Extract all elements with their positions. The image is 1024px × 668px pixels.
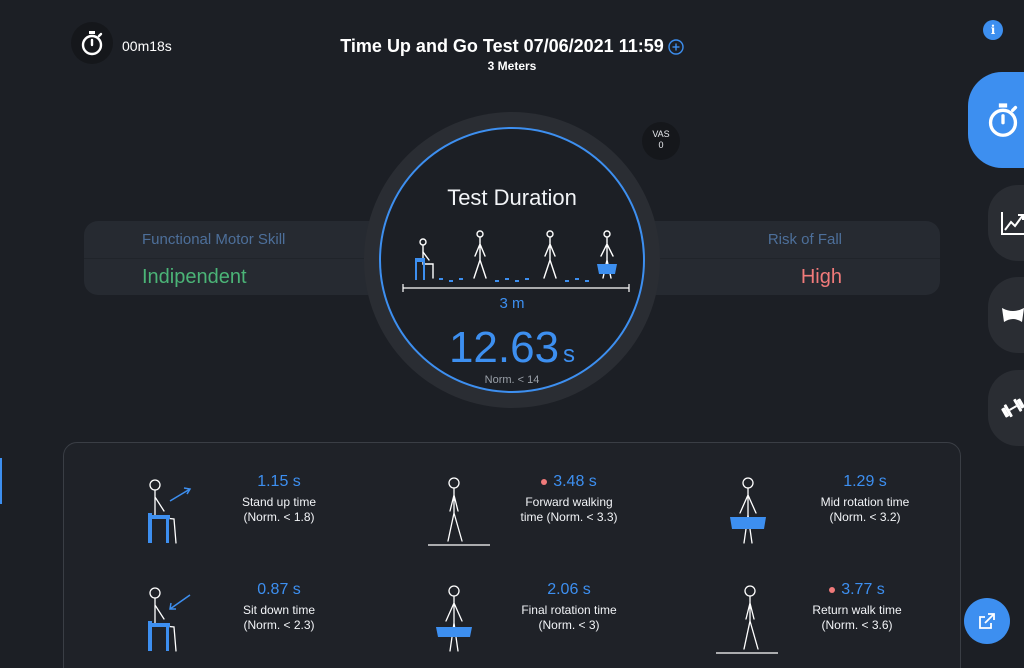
metric-norm: (Norm. < 2.3)	[243, 618, 315, 632]
stopwatch-icon	[81, 31, 103, 56]
metric-forward-walking: 3.48 s Forward walking time (Norm. < 3.3)	[428, 473, 698, 553]
metric-final-rotation: 2.06 s Final rotation time (Norm. < 3)	[428, 581, 698, 661]
metric-value-text: 2.06 s	[547, 581, 591, 598]
vas-value: 0	[658, 140, 664, 150]
metric-norm: (Norm. < 3.2)	[829, 510, 901, 524]
metric-text: 0.87 s Sit down time (Norm. < 2.3)	[224, 581, 334, 633]
metric-name: Return walk time	[812, 603, 902, 617]
vas-label: VAS	[652, 129, 670, 139]
elapsed-time: 00m18s	[122, 38, 172, 54]
rail-tab-chart[interactable]	[988, 185, 1024, 261]
walking-sequence-icon	[402, 230, 630, 292]
metric-sit-down: 0.87 s Sit down time (Norm. < 2.3)	[138, 581, 408, 661]
sit-down-icon	[148, 587, 191, 652]
metric-value-text: 3.48 s	[553, 473, 597, 490]
metric-label: Return walk time (Norm. < 3.6)	[802, 603, 912, 633]
chart-icon	[1001, 212, 1024, 235]
metric-mid-rotation: 1.29 s Mid rotation time (Norm. < 3.2)	[724, 473, 994, 553]
external-link-icon	[979, 613, 995, 629]
vas-badge[interactable]: VAS 0	[642, 122, 680, 160]
stopwatch-icon	[988, 103, 1018, 137]
metric-label: Stand up time (Norm. < 1.8)	[224, 495, 334, 525]
functional-motor-skill-card: Functional Motor Skill Indipendent	[84, 221, 384, 295]
metric-value-text: 3.77 s	[841, 581, 885, 598]
metric-norm: time (Norm. < 3.3)	[520, 510, 618, 524]
metric-label: Mid rotation time (Norm. < 3.2)	[810, 495, 920, 525]
page-title-row: Time Up and Go Test 07/06/2021 11:59	[340, 36, 684, 57]
stopwatch-button[interactable]	[71, 22, 113, 64]
metric-norm: (Norm. < 1.8)	[243, 510, 315, 524]
dial-face: Test Duration	[379, 127, 645, 393]
stand-up-icon	[148, 479, 192, 544]
rail-tab-pelvis[interactable]	[988, 277, 1024, 353]
rail-tab-exercise[interactable]	[988, 370, 1024, 446]
dumbbell-icon	[1001, 398, 1024, 418]
page-title: Time Up and Go Test 07/06/2021 11:59	[340, 36, 664, 56]
final-rotation-icon	[436, 585, 472, 652]
test-duration-dial: Test Duration	[364, 112, 660, 408]
metric-value: 3.48 s	[514, 473, 624, 491]
share-button[interactable]	[964, 598, 1010, 644]
metric-return-walk: 3.77 s Return walk time (Norm. < 3.6)	[716, 581, 986, 661]
return-walk-icon	[716, 585, 778, 654]
metric-label: Sit down time (Norm. < 2.3)	[224, 603, 334, 633]
mid-rotation-icon	[730, 477, 766, 544]
metric-value-text: 0.87 s	[257, 581, 301, 598]
metric-value: 0.87 s	[224, 581, 334, 599]
metric-name: Final rotation time	[521, 603, 617, 617]
add-circle-icon[interactable]	[668, 38, 684, 55]
metric-name: Sit down time	[242, 603, 316, 617]
metric-value: 3.77 s	[802, 581, 912, 599]
dial-title: Test Duration	[447, 185, 577, 210]
risk-of-fall-card: Risk of Fall High	[640, 221, 940, 295]
rail-tab-duration[interactable]	[968, 72, 1024, 168]
metric-label: Forward walking time (Norm. < 3.3)	[514, 495, 624, 525]
metric-text: 3.48 s Forward walking time (Norm. < 3.3)	[514, 473, 624, 525]
metric-text: 2.06 s Final rotation time (Norm. < 3)	[514, 581, 624, 633]
page-subtitle: 3 Meters	[487, 59, 537, 73]
metric-norm: (Norm. < 3.6)	[821, 618, 893, 632]
dial-distance: 3 m	[499, 295, 525, 312]
dial-value-unit: s	[563, 341, 576, 368]
functional-motor-skill-label: Functional Motor Skill	[142, 231, 286, 248]
dial-value: 12.63 s	[381, 323, 643, 373]
page-header: Time Up and Go Test 07/06/2021 11:59 3 M…	[300, 36, 724, 73]
metric-text: 1.15 s Stand up time (Norm. < 1.8)	[224, 473, 334, 525]
functional-motor-skill-value: Indipendent	[84, 258, 384, 295]
metric-norm: (Norm. < 3)	[538, 618, 600, 632]
risk-of-fall-value: High	[640, 258, 940, 295]
metric-text: 3.77 s Return walk time (Norm. < 3.6)	[802, 581, 912, 633]
metric-value: 1.15 s	[224, 473, 334, 491]
metric-name: Mid rotation time	[820, 495, 910, 509]
dial-norm: Norm. < 14	[484, 374, 540, 386]
left-edge-marker	[0, 458, 2, 504]
dial-value-number: 12.63	[448, 323, 560, 372]
metric-label: Final rotation time (Norm. < 3)	[514, 603, 624, 633]
alert-dot-icon	[541, 479, 548, 485]
pelvis-icon	[1002, 308, 1024, 322]
alert-dot-icon	[829, 587, 836, 593]
metric-name: Forward walking	[525, 495, 613, 509]
info-icon[interactable]: i	[983, 20, 1003, 40]
phase-metrics-panel: 1.15 s Stand up time (Norm. < 1.8) 3.48 s…	[63, 442, 961, 668]
metric-value: 1.29 s	[810, 473, 920, 491]
metric-value-text: 1.15 s	[257, 473, 301, 490]
risk-of-fall-label: Risk of Fall	[767, 231, 842, 248]
metric-value: 2.06 s	[514, 581, 624, 599]
metric-name: Stand up time	[241, 495, 317, 509]
metric-stand-up: 1.15 s Stand up time (Norm. < 1.8)	[138, 473, 408, 553]
metric-value-text: 1.29 s	[843, 473, 887, 490]
forward-walk-icon	[428, 477, 490, 546]
metric-text: 1.29 s Mid rotation time (Norm. < 3.2)	[810, 473, 920, 525]
